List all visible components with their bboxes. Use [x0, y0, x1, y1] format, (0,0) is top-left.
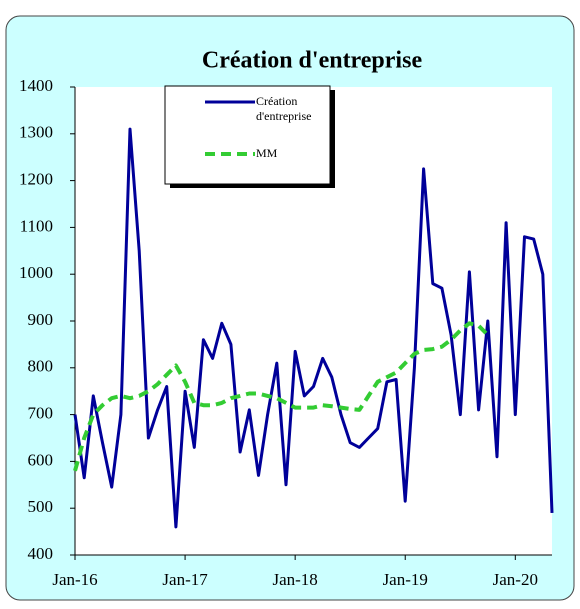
x-tick-label: Jan-18: [272, 570, 317, 589]
y-tick-label: 1200: [19, 170, 53, 189]
y-tick-label: 500: [28, 497, 54, 516]
y-tick-label: 1000: [19, 263, 53, 282]
legend-label-box: Création d'entreprise: [256, 94, 312, 123]
y-tick-label: 400: [28, 544, 54, 563]
x-tick-label: Jan-17: [162, 570, 208, 589]
plot: 400 500 600 700 800 900 1000 1100 1200 1300 1400 Ja…: [19, 76, 554, 589]
legend-items: Création d'entreprise MM: [205, 94, 312, 160]
y-tick-label: 1400: [19, 76, 53, 95]
legend-label: MM: [256, 146, 278, 160]
chart-title: Création d'entreprise: [202, 48, 423, 74]
y-tick-label: 800: [28, 357, 54, 376]
y-tick-label: 700: [28, 404, 54, 423]
x-tick-label: Jan-20: [493, 570, 538, 589]
series-line: [73, 127, 554, 529]
y-tick-label: 1300: [19, 123, 53, 142]
y-tick-label: 900: [28, 310, 54, 329]
legend-label: Création d'entreprise: [256, 94, 312, 123]
x-tick-label: Jan-19: [383, 570, 428, 589]
y-tick-label: 1100: [20, 216, 53, 235]
y-tick-label: 600: [28, 450, 54, 469]
x-tick-label: Jan-16: [52, 570, 97, 589]
series-line: [73, 321, 490, 472]
legend-label-box: MM: [256, 146, 278, 160]
